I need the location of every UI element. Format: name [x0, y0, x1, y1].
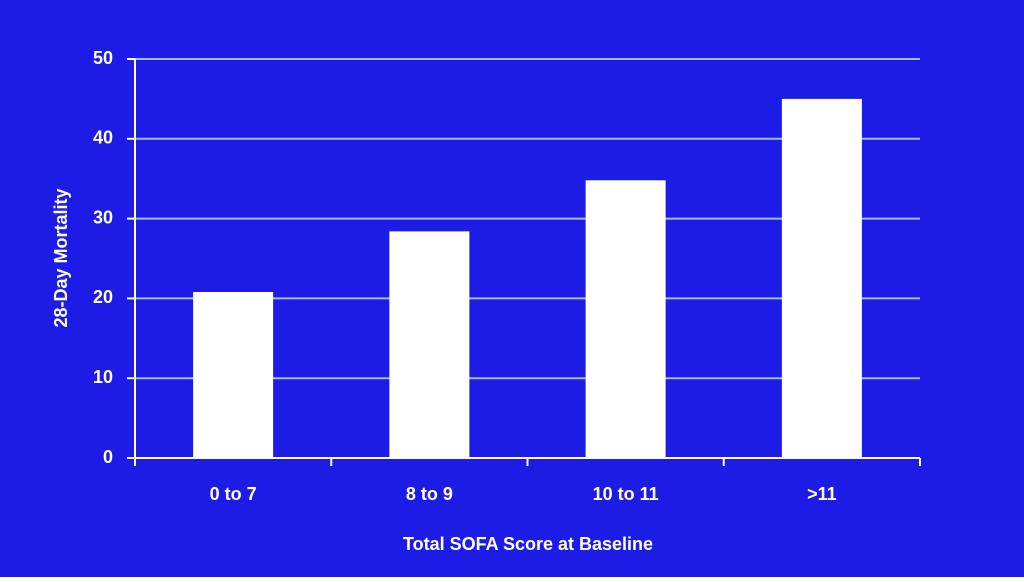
y-axis-label: 28-Day Mortality — [51, 188, 71, 327]
x-tick-label: 10 to 11 — [593, 484, 659, 504]
x-axis-label: Total SOFA Score at Baseline — [403, 534, 653, 554]
bar — [193, 292, 274, 458]
y-tick-label: 10 — [93, 367, 113, 387]
x-tick-label: 8 to 9 — [406, 484, 453, 504]
x-tick-label: >11 — [807, 484, 837, 504]
x-tick-label: 0 to 7 — [210, 484, 257, 504]
bar — [781, 98, 862, 459]
y-tick-label: 20 — [93, 287, 113, 307]
y-tick-label: 40 — [93, 128, 113, 148]
y-tick-label: 50 — [93, 48, 113, 68]
y-tick-label: 30 — [93, 207, 113, 227]
bar — [585, 180, 666, 458]
bar — [389, 231, 470, 458]
y-tick-label: 0 — [103, 447, 113, 467]
